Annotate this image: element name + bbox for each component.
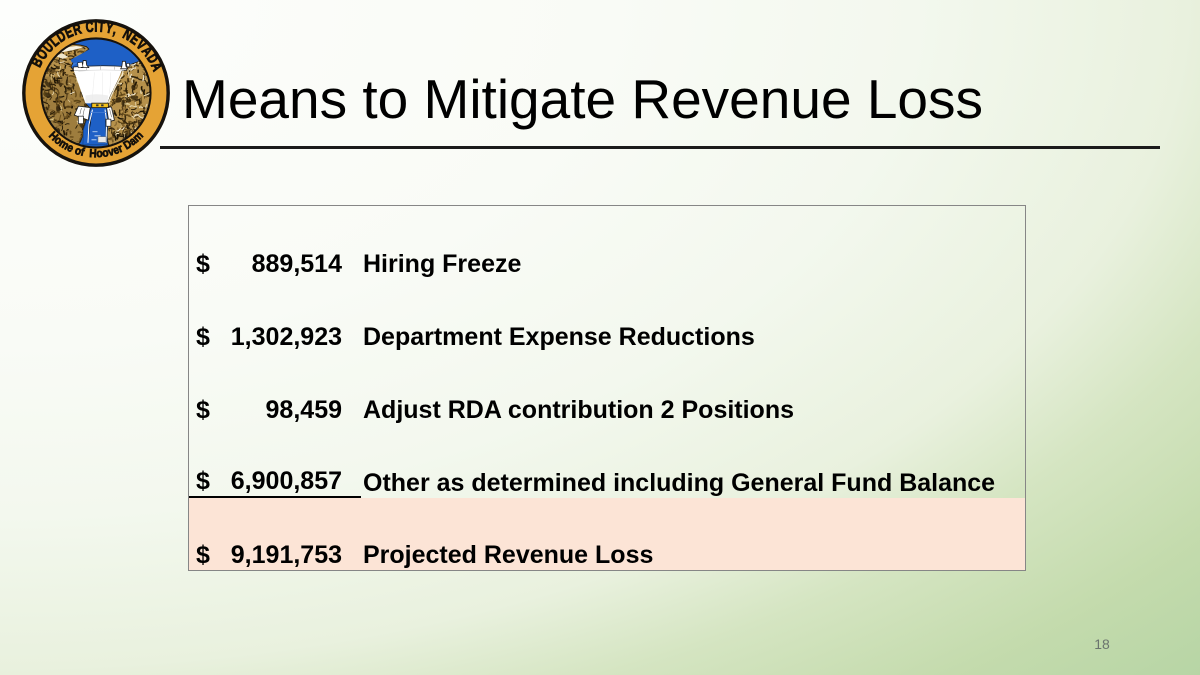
svg-text:r: r [116, 142, 125, 156]
svg-text:o: o [101, 146, 109, 160]
svg-text:T: T [97, 19, 105, 35]
svg-text:C: C [85, 19, 95, 36]
svg-text:e: e [65, 141, 76, 155]
svg-text:f: f [79, 146, 85, 159]
svg-text:o: o [96, 147, 103, 160]
svg-text:e: e [111, 144, 121, 158]
svg-text:v: v [107, 145, 116, 159]
svg-text:I: I [94, 19, 97, 35]
svg-text:o: o [73, 144, 83, 158]
svg-text:,: , [111, 21, 119, 38]
svg-text:H: H [89, 147, 97, 160]
svg-text:Y: Y [104, 19, 115, 37]
